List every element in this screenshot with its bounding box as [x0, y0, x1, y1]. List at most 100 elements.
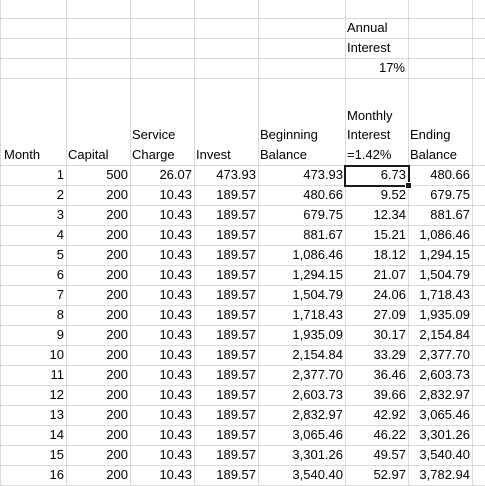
- service-charge-cell[interactable]: 10.43: [159, 467, 192, 482]
- invest-cell[interactable]: 189.57: [216, 187, 256, 202]
- capital-cell[interactable]: 200: [106, 187, 128, 202]
- invest-header[interactable]: Invest: [196, 147, 231, 162]
- beginning-balance-cell[interactable]: 2,603.73: [292, 387, 343, 402]
- invest-cell[interactable]: 189.57: [216, 327, 256, 342]
- service-charge-header[interactable]: Service: [132, 127, 176, 142]
- capital-cell[interactable]: 200: [106, 387, 128, 402]
- invest-cell[interactable]: 189.57: [216, 207, 256, 222]
- month-cell[interactable]: 6: [56, 267, 64, 282]
- monthly-interest-cell[interactable]: 46.22: [373, 427, 406, 442]
- invest-cell[interactable]: 189.57: [216, 427, 256, 442]
- month-cell[interactable]: 16: [49, 467, 64, 482]
- annual-interest-rate[interactable]: 17%: [378, 60, 405, 75]
- month-cell[interactable]: 5: [56, 247, 64, 262]
- invest-cell[interactable]: 189.57: [216, 467, 256, 482]
- invest-cell[interactable]: 189.57: [216, 387, 256, 402]
- invest-cell[interactable]: 189.57: [216, 447, 256, 462]
- capital-cell[interactable]: 200: [106, 347, 128, 362]
- month-cell[interactable]: 9: [56, 327, 64, 342]
- month-cell[interactable]: 4: [56, 227, 64, 242]
- ending-balance-cell[interactable]: 3,782.94: [419, 467, 470, 482]
- capital-cell[interactable]: 200: [106, 307, 128, 322]
- beginning-balance-cell[interactable]: 1,086.46: [292, 247, 343, 262]
- invest-cell[interactable]: 473.93: [216, 167, 256, 182]
- beginning-balance-cell[interactable]: 2,832.97: [292, 407, 343, 422]
- beginning-balance-cell[interactable]: 473.93: [303, 167, 343, 182]
- capital-cell[interactable]: 200: [106, 407, 128, 422]
- capital-cell[interactable]: 200: [106, 227, 128, 242]
- capital-cell[interactable]: 200: [106, 367, 128, 382]
- monthly-interest-cell[interactable]: 21.07: [373, 267, 406, 282]
- invest-cell[interactable]: 189.57: [216, 307, 256, 322]
- service-charge-header[interactable]: Charge: [132, 147, 175, 162]
- ending-balance-cell[interactable]: 3,301.26: [419, 427, 470, 442]
- ending-balance-cell[interactable]: 1,294.15: [419, 247, 470, 262]
- invest-cell[interactable]: 189.57: [216, 287, 256, 302]
- beginning-balance-header[interactable]: Balance: [260, 147, 307, 162]
- capital-cell[interactable]: 200: [106, 287, 128, 302]
- ending-balance-cell[interactable]: 2,377.70: [419, 347, 470, 362]
- month-cell[interactable]: 10: [49, 347, 64, 362]
- ending-balance-cell[interactable]: 1,504.79: [419, 267, 470, 282]
- capital-cell[interactable]: 200: [106, 447, 128, 462]
- month-cell[interactable]: 8: [56, 307, 64, 322]
- beginning-balance-cell[interactable]: 3,301.26: [292, 447, 343, 462]
- service-charge-cell[interactable]: 10.43: [159, 307, 192, 322]
- capital-cell[interactable]: 200: [106, 247, 128, 262]
- invest-cell[interactable]: 189.57: [216, 227, 256, 242]
- monthly-interest-cell[interactable]: 36.46: [373, 367, 406, 382]
- service-charge-cell[interactable]: 10.43: [159, 367, 192, 382]
- month-header[interactable]: Month: [4, 147, 41, 162]
- service-charge-cell[interactable]: 10.43: [159, 187, 192, 202]
- monthly-interest-cell[interactable]: 9.52: [380, 187, 406, 202]
- monthly-interest-cell[interactable]: 52.97: [373, 467, 406, 482]
- service-charge-cell[interactable]: 10.43: [159, 207, 192, 222]
- monthly-interest-header[interactable]: Interest: [347, 127, 391, 142]
- service-charge-cell[interactable]: 10.43: [159, 347, 192, 362]
- beginning-balance-cell[interactable]: 3,065.46: [292, 427, 343, 442]
- capital-cell[interactable]: 200: [106, 267, 128, 282]
- annual-interest-label[interactable]: Annual: [347, 20, 388, 35]
- service-charge-cell[interactable]: 10.43: [159, 247, 192, 262]
- annual-interest-label[interactable]: Interest: [347, 40, 391, 55]
- service-charge-cell[interactable]: 10.43: [159, 267, 192, 282]
- service-charge-cell[interactable]: 26.07: [159, 167, 192, 182]
- beginning-balance-cell[interactable]: 3,540.40: [292, 467, 343, 482]
- beginning-balance-cell[interactable]: 2,377.70: [292, 367, 343, 382]
- month-cell[interactable]: 7: [56, 287, 64, 302]
- capital-cell[interactable]: 200: [106, 327, 128, 342]
- beginning-balance-header[interactable]: Beginning: [260, 127, 318, 142]
- beginning-balance-cell[interactable]: 679.75: [303, 207, 343, 222]
- ending-balance-header[interactable]: Balance: [410, 147, 457, 162]
- ending-balance-cell[interactable]: 1,935.09: [419, 307, 470, 322]
- invest-cell[interactable]: 189.57: [216, 367, 256, 382]
- ending-balance-cell[interactable]: 2,154.84: [419, 327, 470, 342]
- monthly-interest-cell[interactable]: 39.66: [373, 387, 406, 402]
- monthly-interest-cell[interactable]: 33.29: [373, 347, 406, 362]
- service-charge-cell[interactable]: 10.43: [159, 227, 192, 242]
- service-charge-cell[interactable]: 10.43: [159, 387, 192, 402]
- ending-balance-cell[interactable]: 1,086.46: [419, 227, 470, 242]
- service-charge-cell[interactable]: 10.43: [159, 427, 192, 442]
- invest-cell[interactable]: 189.57: [216, 407, 256, 422]
- month-cell[interactable]: 1: [56, 167, 64, 182]
- monthly-interest-cell[interactable]: 24.06: [373, 287, 406, 302]
- monthly-interest-header[interactable]: Monthly: [347, 108, 393, 123]
- monthly-interest-cell[interactable]: 15.21: [373, 227, 406, 242]
- ending-balance-cell[interactable]: 3,065.46: [419, 407, 470, 422]
- beginning-balance-cell[interactable]: 2,154.84: [292, 347, 343, 362]
- capital-cell[interactable]: 500: [106, 167, 128, 182]
- beginning-balance-cell[interactable]: 1,935.09: [292, 327, 343, 342]
- month-cell[interactable]: 2: [56, 187, 64, 202]
- monthly-interest-cell[interactable]: 6.73: [380, 167, 406, 182]
- ending-balance-cell[interactable]: 480.66: [430, 167, 470, 182]
- ending-balance-header[interactable]: Ending: [410, 127, 451, 142]
- invest-cell[interactable]: 189.57: [216, 247, 256, 262]
- service-charge-cell[interactable]: 10.43: [159, 407, 192, 422]
- service-charge-cell[interactable]: 10.43: [159, 327, 192, 342]
- ending-balance-cell[interactable]: 3,540.40: [419, 447, 470, 462]
- beginning-balance-cell[interactable]: 480.66: [303, 187, 343, 202]
- beginning-balance-cell[interactable]: 1,718.43: [292, 307, 343, 322]
- month-cell[interactable]: 11: [50, 367, 65, 382]
